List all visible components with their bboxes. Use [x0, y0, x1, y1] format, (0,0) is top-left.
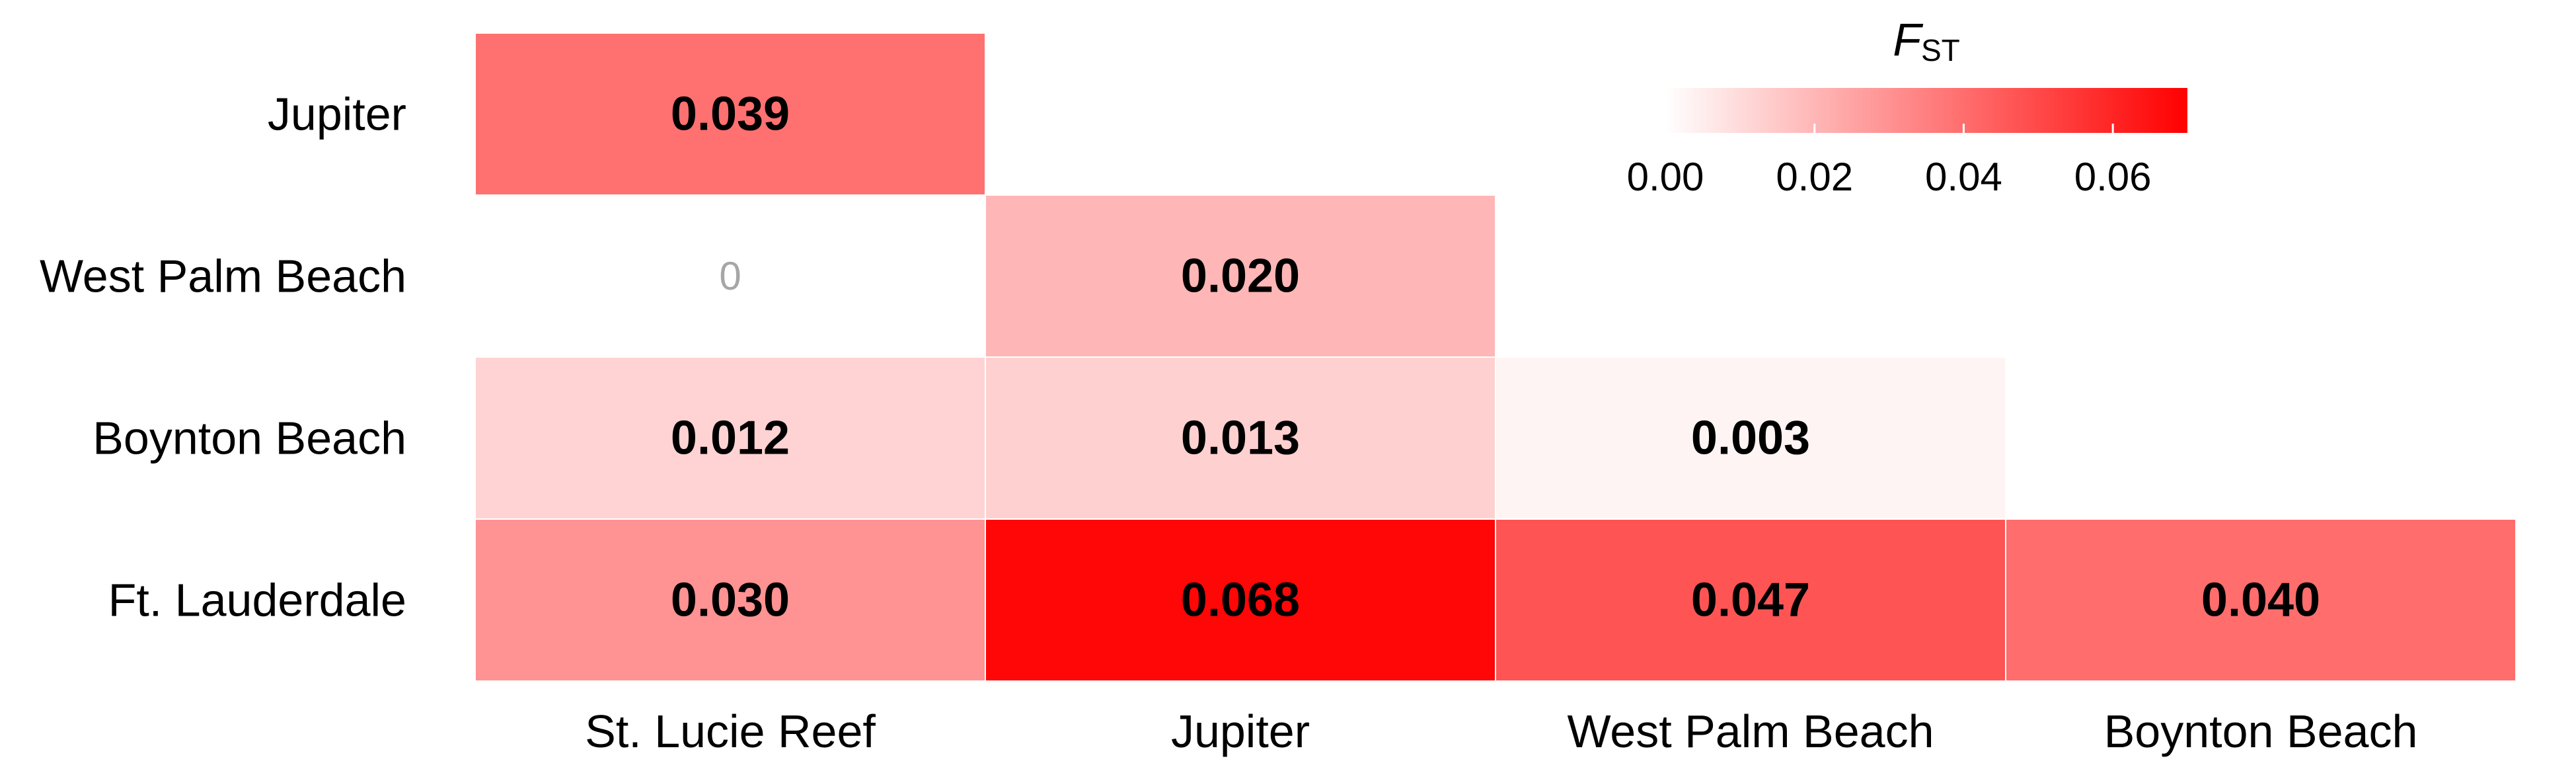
color-legend: FST 0.00 0.02 0.04 0.06 — [1627, 14, 2187, 199]
heatmap-cell — [474, 32, 986, 196]
heatmap-cell — [474, 518, 986, 682]
legend-tick-label: 0.02 — [1776, 155, 1853, 199]
row-label: West Palm Beach — [40, 251, 406, 302]
cell-value-label: 0.012 — [671, 412, 790, 465]
cell-value-label: 0.003 — [1691, 412, 1810, 465]
legend-title-main: F — [1893, 14, 1924, 65]
cell-value-label: 0 — [719, 254, 741, 298]
legend-tick-label: 0.06 — [2074, 155, 2152, 199]
heatmap-cell — [474, 194, 986, 358]
heatmap-cell-labels: 0.039 0 0.020 0.012 0.013 0.003 0.030 0.068 0.04… — [671, 88, 2320, 627]
column-label: St. Lucie Reef — [585, 706, 876, 757]
heatmap-cell — [985, 518, 1496, 682]
column-label: West Palm Beach — [1567, 706, 1934, 757]
cell-value-label: 0.047 — [1691, 574, 1810, 627]
row-label: Boynton Beach — [93, 413, 406, 464]
legend-title-sub: ST — [1921, 33, 1960, 67]
legend-tick-label: 0.04 — [1925, 155, 2002, 199]
heatmap-cells — [474, 32, 2517, 682]
cell-value-label: 0.020 — [1181, 250, 1300, 303]
legend-title: FST — [1893, 14, 1960, 67]
heatmap-cell — [985, 194, 1496, 358]
cell-value-label: 0.030 — [671, 574, 790, 627]
cell-value-label: 0.068 — [1181, 574, 1300, 627]
heatmap-cell — [985, 356, 1496, 520]
column-label: Jupiter — [1171, 706, 1310, 757]
row-label: Ft. Lauderdale — [108, 575, 406, 626]
heatmap-cell — [474, 356, 986, 520]
heatmap-cell — [2005, 518, 2517, 682]
cell-value-label: 0.013 — [1181, 412, 1300, 465]
column-labels: St. Lucie Reef Jupiter West Palm Beach Boyn… — [585, 706, 2417, 757]
cell-value-label: 0.040 — [2201, 574, 2320, 627]
cell-value-label: 0.039 — [671, 88, 790, 141]
legend-color-bar — [1665, 88, 2187, 133]
legend-ticks: 0.00 0.02 0.04 0.06 — [1627, 124, 2152, 199]
row-label: Jupiter — [268, 89, 406, 140]
row-labels: Jupiter West Palm Beach Boynton Beach Ft. L… — [40, 89, 406, 626]
legend-tick-label: 0.00 — [1627, 155, 1704, 199]
column-label: Boynton Beach — [2104, 706, 2418, 757]
heatmap-cell — [1495, 518, 2006, 682]
heatmap-cell — [1495, 356, 2006, 520]
